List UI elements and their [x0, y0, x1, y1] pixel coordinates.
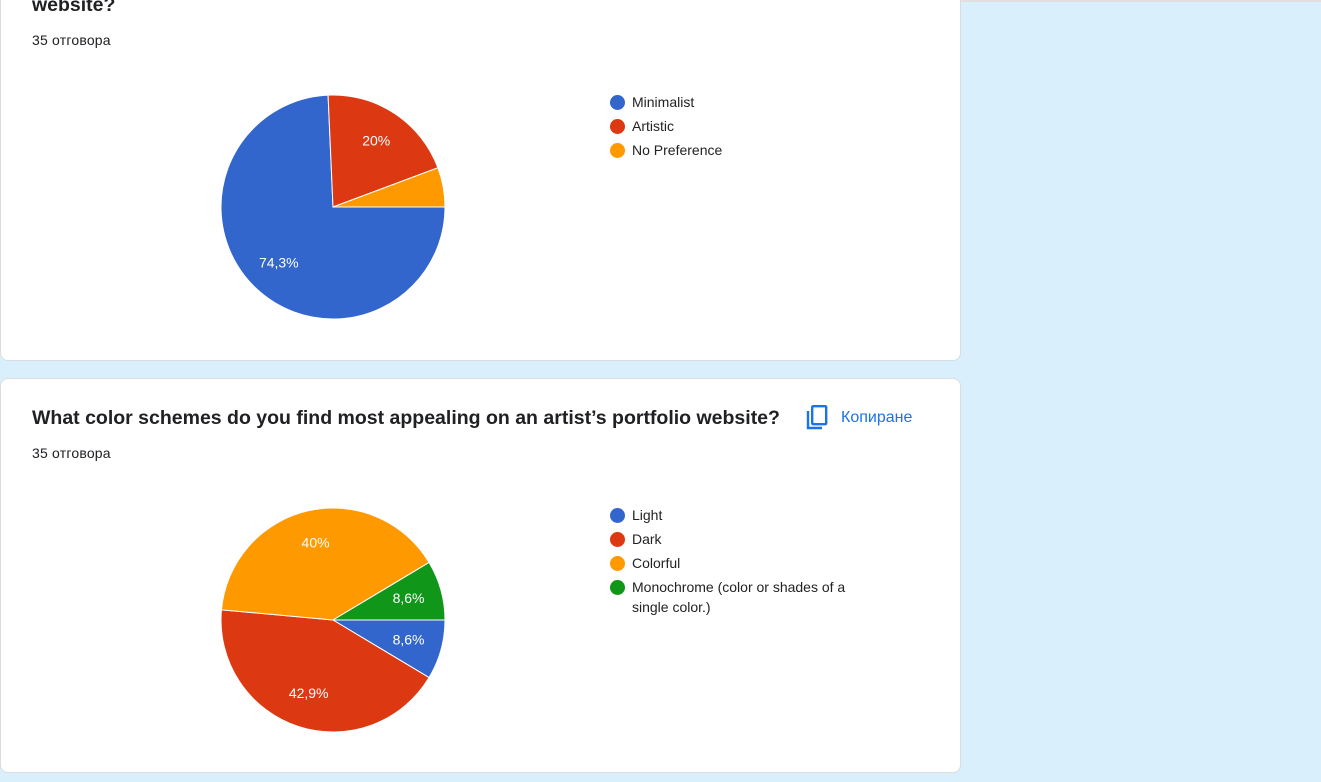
- pie-chart: 8,6% 42,9% 40% 8,6%: [220, 507, 446, 733]
- legend-label: Light: [632, 507, 663, 523]
- slice-label: 8,6%: [393, 632, 425, 648]
- legend-swatch: [610, 119, 625, 134]
- legend-label: Monochrome (color or shades of a single …: [632, 579, 846, 615]
- slice-label: 20%: [362, 132, 390, 148]
- legend-swatch: [610, 508, 625, 523]
- legend-swatch: [610, 556, 625, 571]
- legend-item: Dark: [610, 529, 870, 549]
- legend-item: Monochrome (color or shades of a single …: [610, 577, 870, 617]
- legend-item: Colorful: [610, 553, 870, 573]
- legend-swatch: [610, 532, 625, 547]
- legend-swatch: [610, 95, 625, 110]
- legend-label: Artistic: [632, 118, 674, 134]
- pie-chart: 74,3% 20%: [220, 94, 446, 320]
- response-count: 35 отговора: [32, 32, 111, 48]
- legend-item: Artistic: [610, 116, 870, 136]
- legend-swatch: [610, 143, 625, 158]
- legend: Light Dark Colorful Monochrome (color or sh…: [610, 505, 870, 621]
- slice-label: 8,6%: [393, 590, 425, 606]
- question-title: What color schemes do you find most appe…: [32, 407, 780, 429]
- pie-slice: [327, 94, 439, 208]
- legend-label: Minimalist: [632, 94, 695, 110]
- legend: Minimalist Artistic No Preference: [610, 92, 870, 164]
- copy-icon: [806, 405, 828, 430]
- pie-slice: [220, 609, 430, 733]
- response-count: 35 отговора: [32, 445, 111, 461]
- copy-button[interactable]: Копиране: [805, 403, 912, 433]
- pie-slice: [331, 561, 446, 621]
- legend-label: Colorful: [632, 555, 681, 571]
- slice-label: 42,9%: [289, 685, 329, 701]
- copy-label: Копиране: [841, 409, 913, 426]
- pie-slice: [332, 167, 446, 208]
- legend-label: No Preference: [632, 142, 723, 158]
- pie-slice: [220, 507, 430, 621]
- legend-item: Light: [610, 505, 870, 525]
- legend-item: No Preference: [610, 140, 870, 160]
- question-card: website? 35 отговора 74,3% 20% Minimalist…: [0, 0, 961, 361]
- legend-swatch: [610, 580, 625, 595]
- slice-label: 74,3%: [259, 254, 299, 270]
- question-card: What color schemes do you find most appe…: [0, 378, 961, 773]
- question-title: website?: [32, 0, 116, 16]
- slice-label: 40%: [302, 534, 330, 550]
- legend-item: Minimalist: [610, 92, 870, 112]
- legend-label: Dark: [632, 531, 662, 547]
